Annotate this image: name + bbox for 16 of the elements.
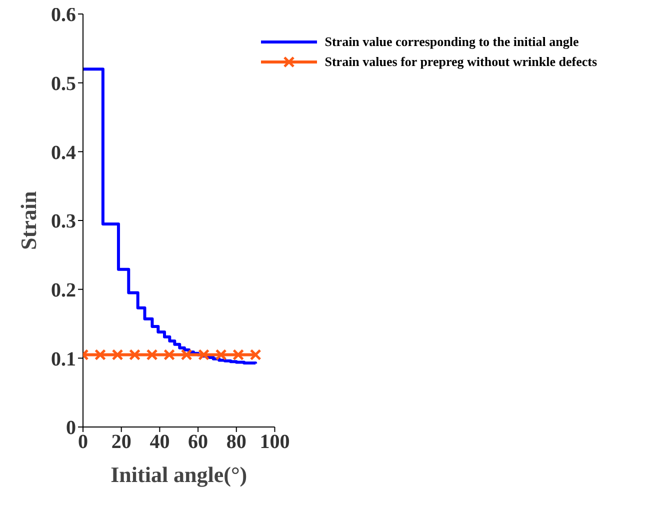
x-tick-label: 20 — [111, 431, 132, 454]
y-tick-label: 0.1 — [51, 348, 76, 370]
y-tick-label: 0.4 — [51, 142, 76, 164]
y-tick-label: 0.2 — [51, 279, 76, 302]
x-tick-label: 80 — [226, 431, 246, 454]
y-tick-label: 0.5 — [51, 72, 76, 95]
legend-label: Strain value corresponding to the initial angle — [324, 34, 579, 50]
y-tick-label: 0.6 — [51, 4, 76, 26]
y-axis-title: Strain — [16, 191, 41, 250]
y-tick-label: 0 — [66, 417, 76, 440]
x-tick-label: 40 — [150, 431, 170, 454]
x-tick-label: 60 — [188, 431, 208, 454]
x-tick-label: 100 — [260, 431, 290, 454]
x-axis-title: Initial angle(°) — [110, 462, 248, 487]
y-tick-label: 0.3 — [51, 210, 76, 233]
legend-label: Strain values for prepreg without wrinkle defects — [324, 54, 597, 70]
